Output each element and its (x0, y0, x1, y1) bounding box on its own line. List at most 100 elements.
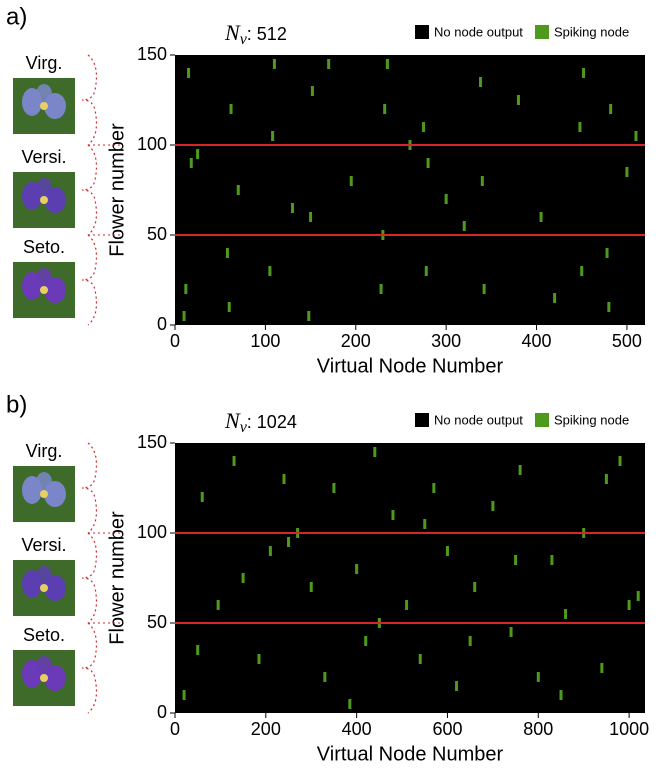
y-axis-label: Flower number (106, 511, 128, 645)
petal (36, 656, 52, 676)
legend-swatch (415, 25, 429, 39)
legend-swatch (415, 413, 429, 427)
spike (349, 176, 353, 186)
x-tick-label: 0 (170, 331, 180, 351)
spike (187, 68, 191, 78)
spike (236, 185, 240, 195)
spike (196, 645, 200, 655)
spike (268, 266, 272, 276)
panel-label: b) (6, 391, 27, 418)
x-tick-label: 400 (342, 719, 372, 739)
petal (36, 178, 52, 198)
spike (418, 654, 422, 664)
title-subscript: v (240, 31, 248, 48)
class-brace (81, 442, 98, 534)
spike (445, 546, 449, 556)
spike (550, 555, 554, 565)
spike (348, 699, 352, 709)
spike (514, 555, 518, 565)
y-tick-label: 50 (147, 224, 167, 244)
spike (578, 122, 582, 132)
x-tick-label: 800 (523, 719, 553, 739)
spike (609, 104, 613, 114)
plot-area (175, 443, 645, 713)
class-brace (81, 532, 98, 624)
spike (282, 474, 286, 484)
spike (553, 293, 557, 303)
spike (539, 212, 543, 222)
y-tick-label: 150 (137, 44, 167, 64)
petal (36, 268, 52, 288)
spike (182, 690, 186, 700)
x-tick-label: 200 (251, 719, 281, 739)
spike (310, 86, 314, 96)
petal (36, 566, 52, 586)
x-tick-label: 200 (341, 331, 371, 351)
spike (355, 564, 359, 574)
spike (385, 59, 389, 69)
spike (423, 519, 427, 529)
y-tick-label: 100 (137, 134, 167, 154)
spike (634, 131, 638, 141)
spike (618, 456, 622, 466)
spike (455, 681, 459, 691)
spike (564, 609, 568, 619)
y-tick-label: 0 (157, 702, 167, 722)
spike (625, 167, 629, 177)
legend-swatch (535, 413, 549, 427)
title-symbol: N (224, 20, 241, 45)
spike (391, 510, 395, 520)
x-tick-label: 500 (612, 331, 642, 351)
spike (227, 302, 231, 312)
chart-title: Nv: 1024 (224, 408, 297, 436)
spike (216, 600, 220, 610)
spike (468, 636, 472, 646)
y-tick-label: 0 (157, 314, 167, 334)
title-text: : 512 (247, 24, 287, 44)
class-brace (81, 622, 98, 714)
spike (509, 627, 513, 637)
y-tick-label: 50 (147, 612, 167, 632)
x-axis-label: Virtual Node Number (317, 355, 504, 377)
spike (627, 600, 631, 610)
spike (422, 122, 426, 132)
title-symbol: N (224, 408, 241, 433)
spike (473, 582, 477, 592)
spike (518, 465, 522, 475)
spike (309, 212, 313, 222)
x-axis-label: Virtual Node Number (317, 743, 504, 765)
spike (287, 537, 291, 547)
flower-center (40, 196, 48, 204)
spike (257, 654, 261, 664)
spike (327, 59, 331, 69)
x-tick-label: 0 (170, 719, 180, 739)
spike (307, 311, 311, 321)
spike (605, 248, 609, 258)
spike (364, 636, 368, 646)
class-label: Versi. (21, 147, 66, 167)
spike (182, 311, 186, 321)
class-label: Versi. (21, 535, 66, 555)
spike (424, 266, 428, 276)
title-text: : 1024 (247, 412, 297, 432)
spike (200, 492, 204, 502)
legend-label: Spiking node (554, 412, 629, 427)
x-tick-label: 600 (432, 719, 462, 739)
flower-center (40, 674, 48, 682)
legend-swatch (535, 25, 549, 39)
spike (432, 483, 436, 493)
class-brace (81, 144, 98, 236)
spike (536, 672, 540, 682)
class-brace (81, 234, 98, 326)
x-tick-label: 300 (431, 331, 461, 351)
class-brace (81, 54, 98, 146)
spike (636, 591, 640, 601)
spike (323, 672, 327, 682)
flower-center (40, 584, 48, 592)
spike (196, 149, 200, 159)
legend-label: Spiking node (554, 24, 629, 39)
x-tick-label: 1000 (609, 719, 649, 739)
panel-label: a) (6, 3, 27, 30)
legend-label: No node output (434, 412, 523, 427)
